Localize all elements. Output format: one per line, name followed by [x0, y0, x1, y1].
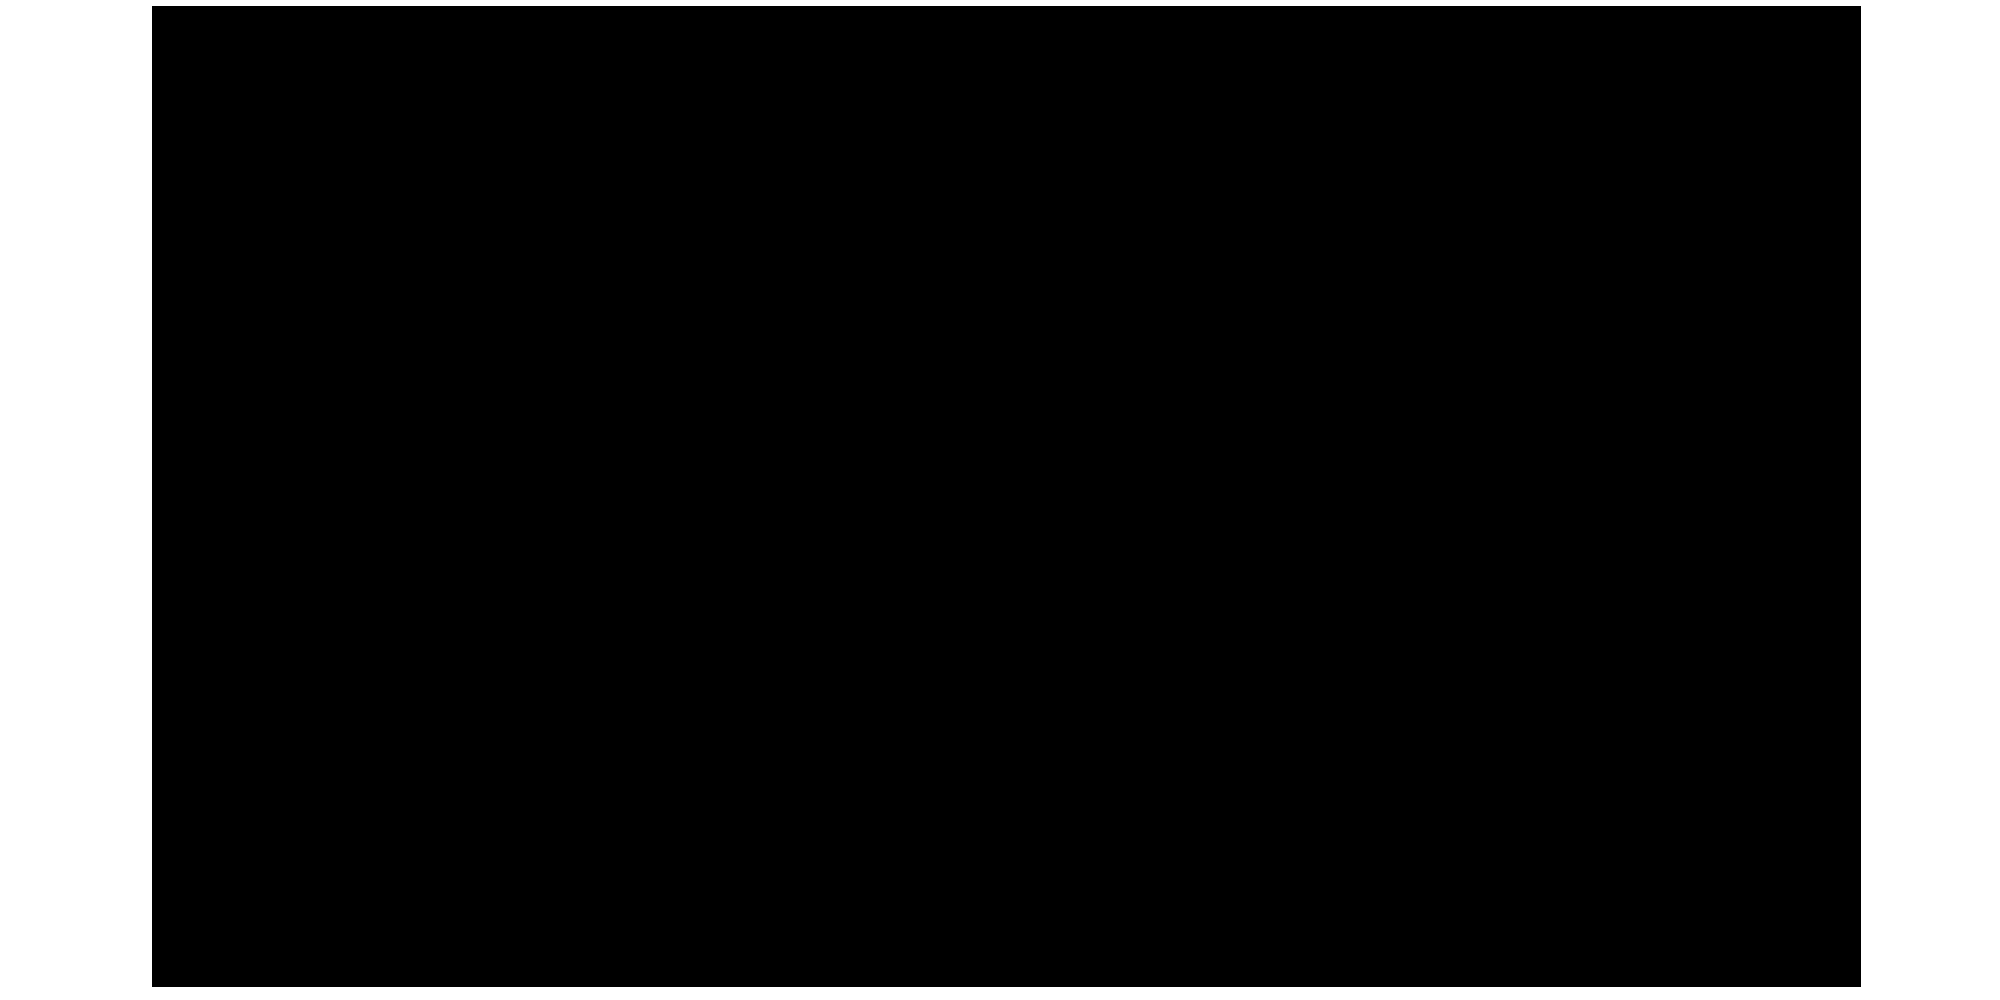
- word-cloud: [152, 6, 1861, 987]
